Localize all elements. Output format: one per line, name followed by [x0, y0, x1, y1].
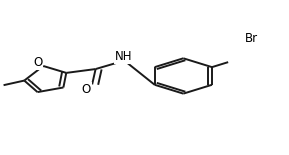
Text: NH: NH	[114, 50, 132, 63]
Text: O: O	[33, 56, 42, 69]
Text: O: O	[82, 82, 91, 95]
Text: Br: Br	[245, 32, 258, 45]
